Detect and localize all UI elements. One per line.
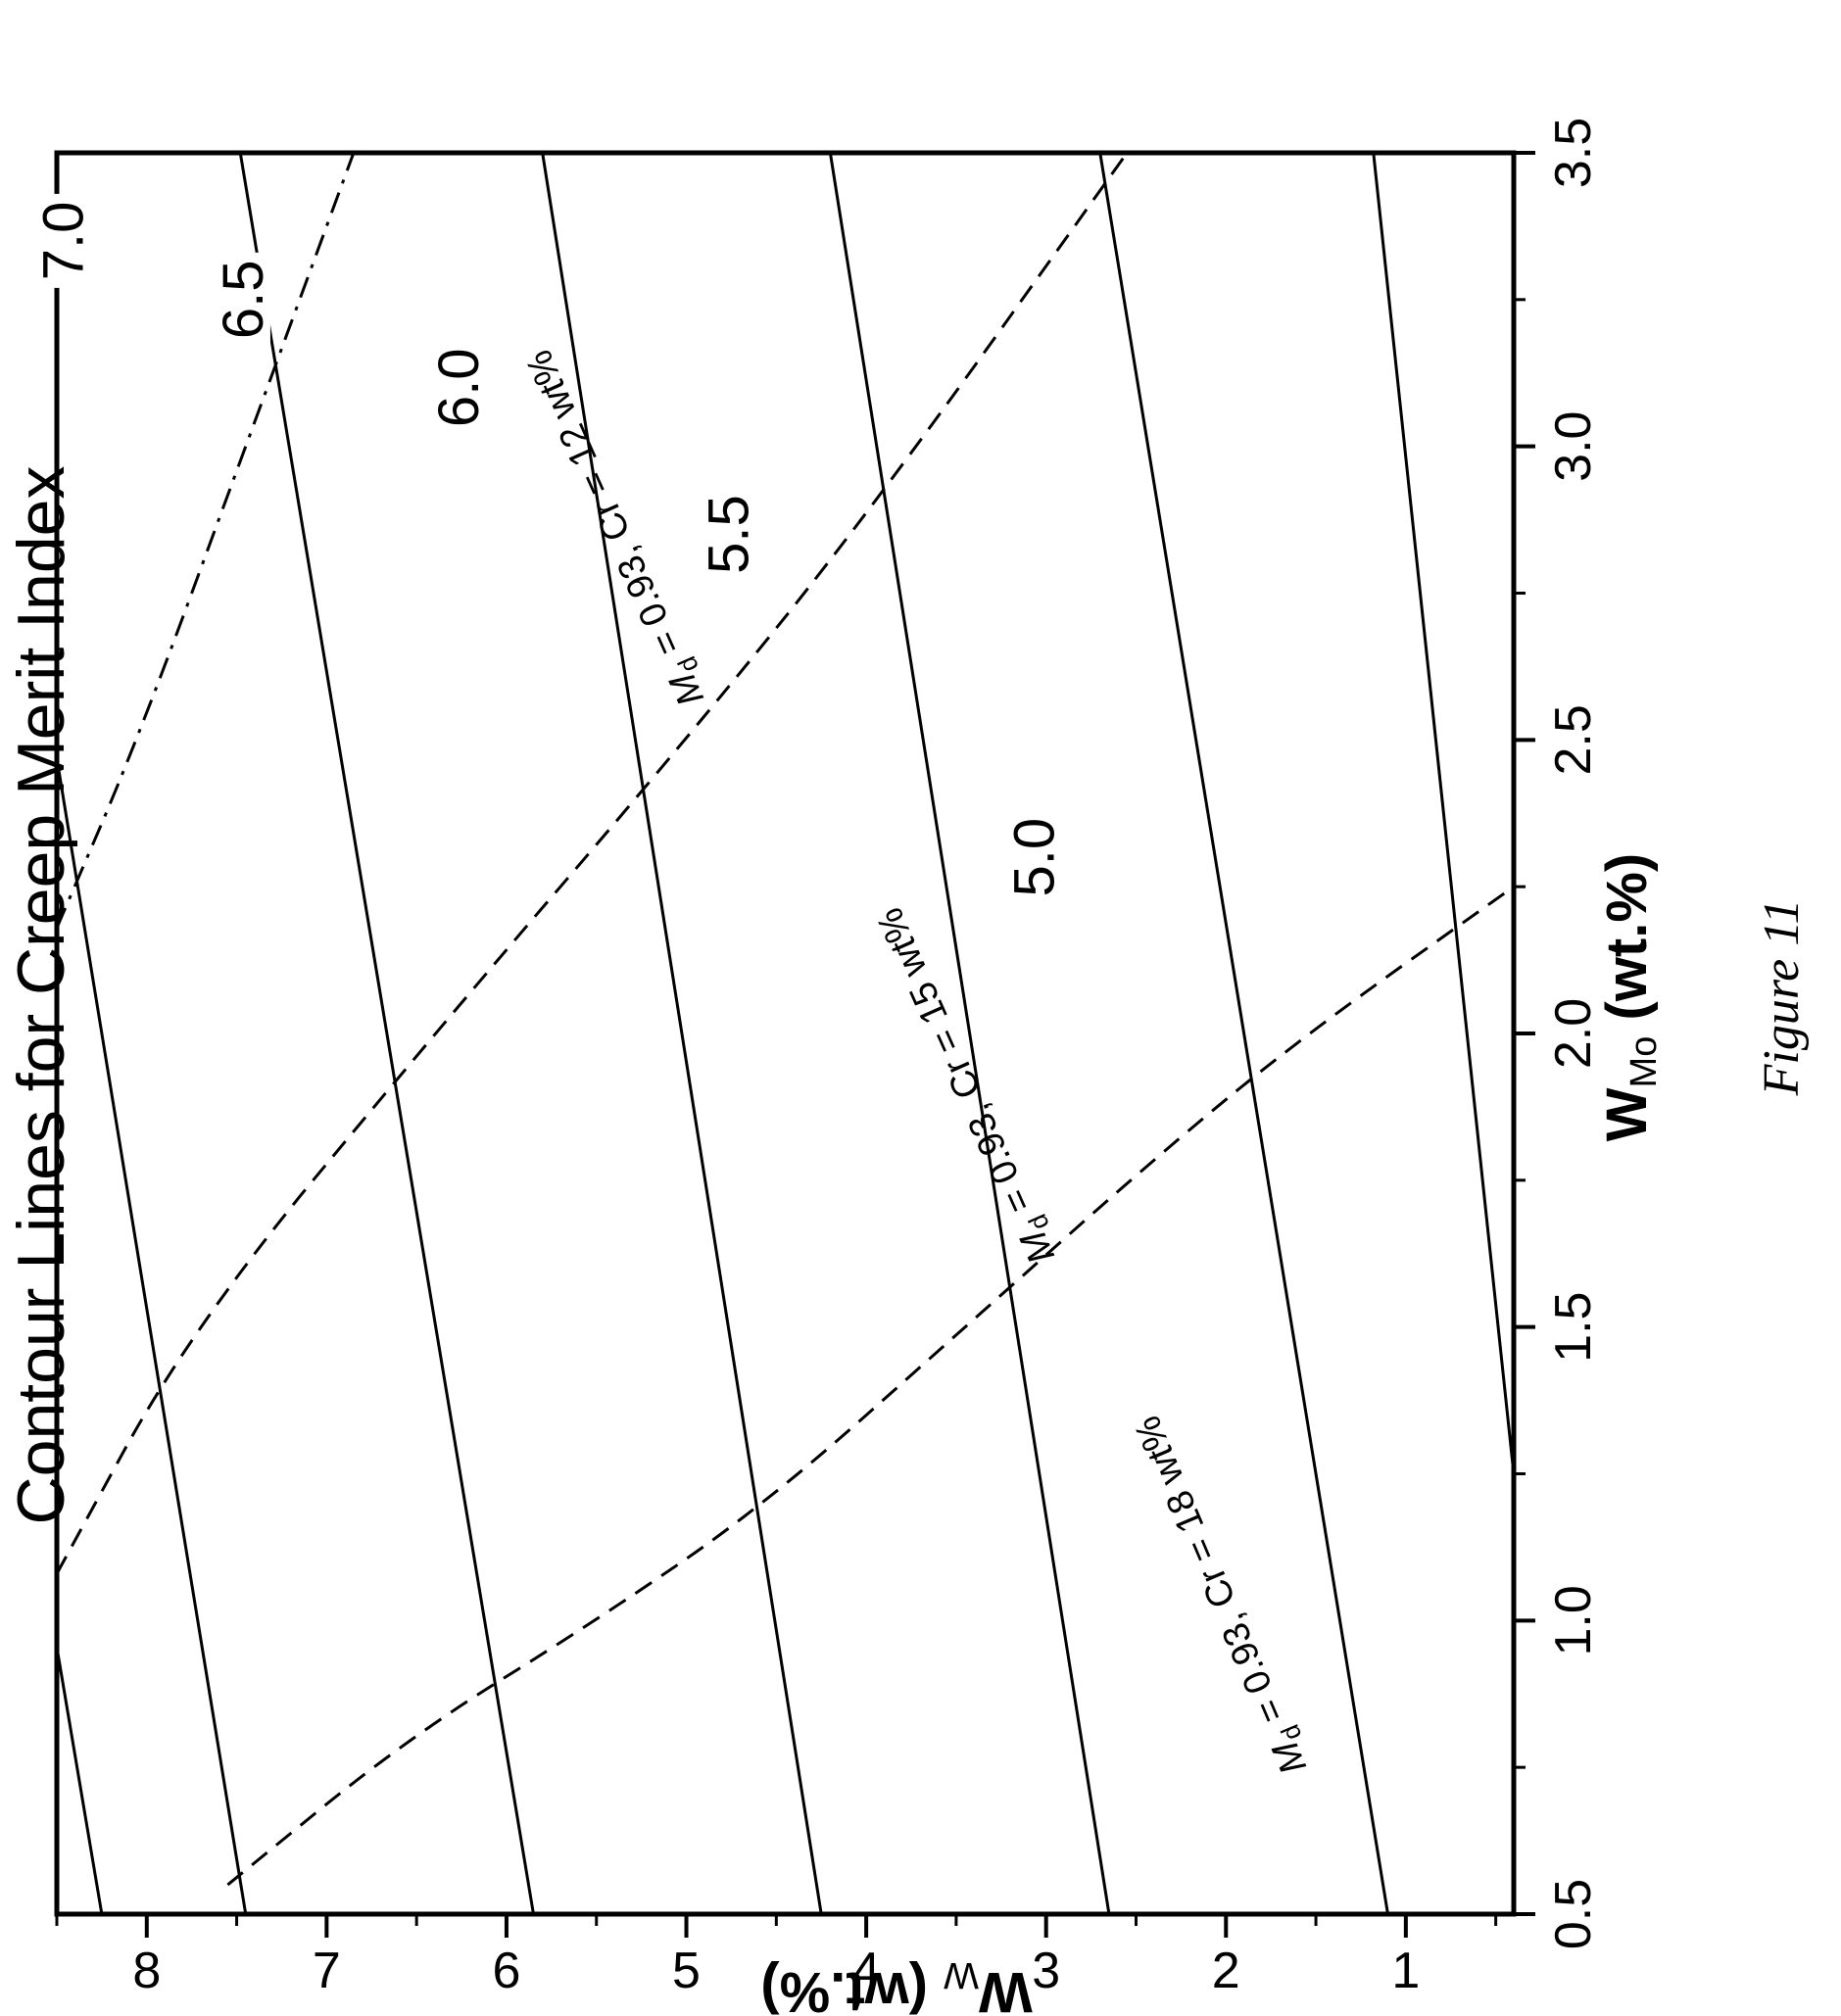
contour-label-4: 5.5 <box>698 495 761 574</box>
x-tick-label-4: 2.5 <box>1545 704 1602 775</box>
contour-line-2 <box>57 153 248 1914</box>
contour-label-bg-4 <box>699 487 756 582</box>
md-curve-1 <box>57 153 1129 1575</box>
x-tick-label-2: 1.5 <box>1545 1292 1602 1363</box>
contour-line-7 <box>1372 153 1514 1474</box>
x-axis-label: WMo (wt.%) <box>1595 853 1665 1141</box>
y-tick-label-7: 8 <box>132 1943 161 1999</box>
y-axis-label-unit: (wt.%) <box>760 1960 944 2016</box>
contour-label-bg-3 <box>429 340 487 435</box>
x-axis-label-main: W <box>1595 1087 1659 1141</box>
y-tick-label-3: 4 <box>852 1943 881 1999</box>
y-axis-ticks: 1 2 3 4 5 6 7 8 <box>55 1914 1498 1999</box>
contour-line-5 <box>828 153 1111 1914</box>
md-curves <box>57 153 1514 1887</box>
y-tick-label-0: 1 <box>1391 1943 1420 1999</box>
contour-label-bg-2 <box>213 252 270 347</box>
x-axis-label-sub: Mo <box>1623 1036 1665 1088</box>
y-tick-label-1: 2 <box>1212 1943 1240 1999</box>
y-tick-label-4: 5 <box>672 1943 701 1999</box>
contour-label-5: 5.0 <box>1003 818 1067 897</box>
y-tick-label-5: 6 <box>492 1943 520 1999</box>
md-curve-label-0: Md = 0.93, Cr = 12 wt% <box>518 342 717 712</box>
contour-line-3 <box>238 153 535 1914</box>
md-curve-2 <box>226 885 1514 1887</box>
y-tick-label-6: 7 <box>313 1943 341 1999</box>
y-axis-label-group: WW (wt.%) <box>760 1954 1032 2016</box>
x-axis-ticks: 0.5 1.0 1.5 2.0 2.5 3.0 3.5 <box>1514 118 1602 1949</box>
contour-label-2: 6.5 <box>212 261 275 340</box>
chart-title: Contour Lines for Creep Merit Index <box>4 466 78 1525</box>
x-tick-label-5: 3.0 <box>1545 411 1602 482</box>
contour-line-4 <box>541 153 823 1914</box>
x-tick-label-1: 1.0 <box>1545 1585 1602 1656</box>
contour-label-1: 7.0 <box>31 202 95 281</box>
plot-frame <box>54 150 1517 1917</box>
y-axis-label: WW (wt.%) <box>760 1954 1032 2016</box>
x-tick-label-6: 3.5 <box>1545 118 1602 188</box>
contour-label-3: 6.0 <box>427 348 491 427</box>
md-curve-label-2: Md = 0.93, Cr = 18 wt% <box>1127 1408 1320 1780</box>
contour-label-bg-1 <box>33 193 91 288</box>
md-curve-label-0-text: = 0.93, Cr = 12 wt% <box>518 344 694 671</box>
x-tick-label-3: 2.0 <box>1545 998 1602 1069</box>
md-curve-label-1: Md = 0.93, Cr = 15 wt% <box>869 899 1068 1270</box>
x-tick-label-0: 0.5 <box>1545 1879 1602 1949</box>
y-tick-label-2: 3 <box>1032 1943 1060 1999</box>
contour-label-bg-5 <box>1004 810 1062 905</box>
y-axis-label-sub: W <box>944 1954 979 1995</box>
md-curve-0 <box>57 153 356 929</box>
y-axis-label-main: W <box>979 1960 1033 2016</box>
contour-line-6 <box>1098 153 1389 1914</box>
contour-lines <box>57 153 1514 1914</box>
figure-caption: Figure 11 <box>1754 899 1810 1097</box>
md-curve-label-2-text: = 0.93, Cr = 18 wt% <box>1127 1410 1297 1738</box>
x-axis-label-unit: (wt.%) <box>1595 853 1659 1036</box>
